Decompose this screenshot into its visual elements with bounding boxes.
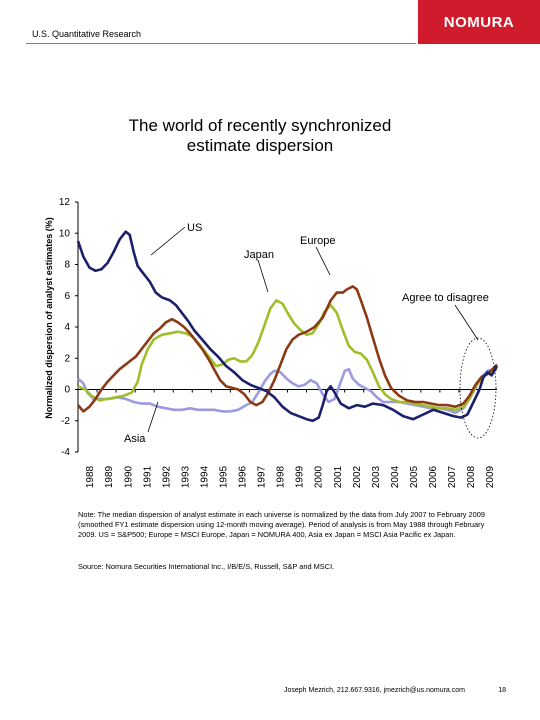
- x-tick-label: 2008: [466, 465, 477, 488]
- pointer-us: [150, 226, 186, 256]
- x-tick-label: 2004: [390, 465, 401, 488]
- series-line-asia: [77, 367, 498, 415]
- x-tick-label: 1999: [295, 465, 306, 488]
- pointer-europe: [315, 246, 331, 276]
- convergence-ellipse: [459, 337, 497, 439]
- y-tick-label: 2: [64, 353, 70, 364]
- x-tick-label: 1994: [199, 465, 210, 488]
- chart-axes: -4 -2 0 2 4 6 8 10 12 1988 1989 1990 1991 1992 1993 199…: [59, 197, 497, 488]
- series-label-europe: Europe: [300, 235, 335, 247]
- pointer-japan: [257, 259, 269, 293]
- series-line-japan: [77, 299, 498, 412]
- series-label-asia: Asia: [124, 433, 146, 445]
- x-tick-label: 1993: [180, 465, 191, 488]
- y-tick-label: 12: [59, 197, 71, 208]
- x-tick-label: 1997: [257, 465, 268, 488]
- x-tick-label: 1998: [276, 465, 287, 488]
- y-tick-label: 8: [64, 260, 70, 271]
- x-tick-label: 1996: [238, 465, 249, 488]
- x-tick-label: 1991: [142, 465, 153, 488]
- series-label-japan: Japan: [244, 249, 274, 261]
- y-tick-label: -4: [61, 447, 70, 458]
- x-tick-label: 2001: [333, 465, 344, 488]
- header-label: U.S. Quantitative Research: [32, 29, 142, 39]
- page-title: The world of recently synchronized estim…: [128, 116, 392, 155]
- x-tick-label: 1992: [161, 465, 172, 488]
- pointer-agree-to-disagree: [454, 304, 479, 341]
- x-tick-label: 1989: [104, 465, 115, 488]
- header-rule: [26, 43, 416, 44]
- y-tick-label: -2: [61, 416, 70, 427]
- x-tick-label: 2005: [409, 465, 420, 488]
- x-tick-label: 1990: [123, 465, 134, 488]
- x-tick-label: 2007: [447, 465, 458, 488]
- series-line-europe: [77, 285, 498, 413]
- chart-note: Note: The median dispersion of analyst e…: [78, 510, 485, 539]
- nomura-logo: NOMURA: [418, 0, 540, 44]
- x-tick-label: 2002: [352, 465, 363, 488]
- y-tick-label: 4: [64, 322, 70, 333]
- y-tick-label: 10: [59, 228, 71, 239]
- y-tick-label: 0: [64, 385, 70, 396]
- y-axis-label: Normalized dispersion of analyst estimat…: [44, 217, 54, 419]
- chart-source: Source: Nomura Securities International …: [78, 562, 335, 571]
- x-tick-label: 2000: [314, 465, 325, 488]
- x-tick-label: 1988: [85, 465, 96, 488]
- y-tick-label: 6: [64, 291, 70, 302]
- x-tick-label: 2006: [428, 465, 439, 488]
- logo-text: NOMURA: [443, 13, 515, 31]
- dispersion-chart: -4 -2 0 2 4 6 8 10 12 1988 1989 1990 1991 1992 1993 199…: [44, 197, 499, 488]
- pointer-asia: [147, 401, 159, 433]
- series-line-us: [76, 230, 499, 423]
- annotation-agree-to-disagree: Agree to disagree: [402, 292, 489, 304]
- x-tick-label: 1995: [218, 465, 229, 488]
- chart-annotations: [147, 226, 497, 439]
- x-tick-label: 2009: [485, 465, 496, 488]
- footer-contact: Joseph Mezrich, 212.667.9316, jmezrich@u…: [283, 687, 465, 694]
- chart-series: [76, 230, 499, 423]
- x-tick-label: 2003: [371, 465, 382, 488]
- page-number: 18: [498, 687, 506, 694]
- series-label-us: US: [187, 222, 202, 234]
